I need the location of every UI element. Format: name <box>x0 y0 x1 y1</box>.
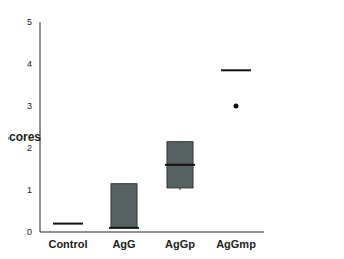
svg-text:AgG: AgG <box>112 238 135 250</box>
svg-text:Control: Control <box>48 238 87 250</box>
svg-text:3: 3 <box>27 101 32 111</box>
svg-text:0: 0 <box>27 227 32 237</box>
svg-text:2: 2 <box>27 143 32 153</box>
svg-text:AgGmp: AgGmp <box>216 238 256 250</box>
svg-text:Scores: Scores <box>8 130 41 144</box>
svg-text:AgGp: AgGp <box>165 238 195 250</box>
svg-text:5: 5 <box>27 17 32 27</box>
svg-text:1: 1 <box>27 185 32 195</box>
svg-text:4: 4 <box>27 59 32 69</box>
